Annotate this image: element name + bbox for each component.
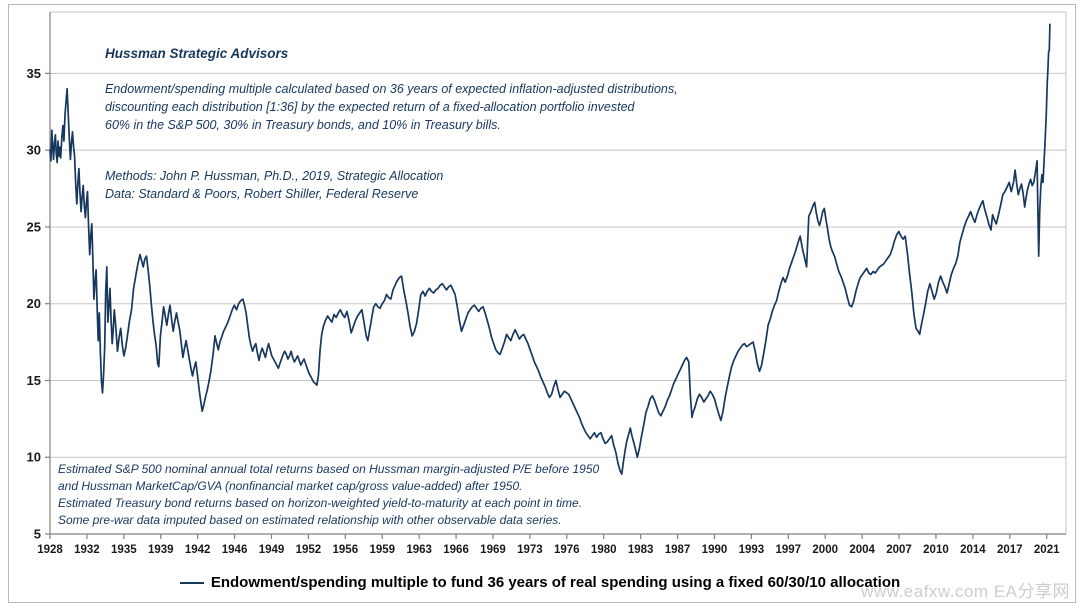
- x-tick-label: 2004: [849, 544, 875, 556]
- data-footnote: Estimated S&P 500 nominal annual total r…: [58, 461, 599, 529]
- methods-note: Methods: John P. Hussman, Ph.D., 2019, S…: [105, 167, 443, 203]
- footnote-line: and Hussman MarketCap/GVA (nonfinancial …: [58, 479, 523, 493]
- y-tick-label: 10: [27, 450, 41, 465]
- x-tick-label: 1928: [37, 544, 63, 556]
- x-tick-label: 1983: [628, 544, 654, 556]
- x-tick-label: 2014: [960, 544, 986, 556]
- x-tick-label: 1976: [554, 544, 580, 556]
- x-tick-label: 1949: [259, 544, 285, 556]
- x-tick-label: 1946: [222, 544, 248, 556]
- x-tick-label: 1939: [148, 544, 174, 556]
- description-line: Endowment/spending multiple calculated b…: [105, 82, 678, 96]
- x-tick-label: 1963: [406, 544, 432, 556]
- x-tick-label: 1956: [333, 544, 359, 556]
- legend-line-swatch: [179, 581, 204, 584]
- y-tick-label: 20: [27, 296, 41, 311]
- chart-description: Endowment/spending multiple calculated b…: [105, 80, 678, 134]
- y-tick-label: 15: [27, 373, 41, 388]
- x-tick-label: 1952: [296, 544, 322, 556]
- footnote-line: Some pre-war data imputed based on estim…: [58, 513, 562, 527]
- x-tick-label: 1993: [739, 544, 765, 556]
- watermark: www.eafxw.com EA分享网: [861, 582, 1070, 601]
- x-tick-label: 1990: [702, 544, 728, 556]
- x-tick-label: 1935: [111, 544, 137, 556]
- x-tick-label: 1942: [185, 544, 211, 556]
- x-tick-label: 1959: [369, 544, 395, 556]
- y-tick-label: 25: [27, 219, 41, 234]
- x-tick-label: 1980: [591, 544, 617, 556]
- methods-line: Data: Standard & Poors, Robert Shiller, …: [105, 187, 419, 201]
- x-tick-label: 1932: [74, 544, 100, 556]
- y-tick-label: 30: [27, 143, 41, 158]
- x-tick-label: 2000: [812, 544, 838, 556]
- x-tick-label: 2021: [1034, 544, 1060, 556]
- y-tick-label: 35: [27, 66, 41, 81]
- legend: Endowment/spending multiple to fund 36 y…: [0, 574, 1080, 591]
- x-tick-label: 1987: [665, 544, 691, 556]
- x-tick-label: 1973: [517, 544, 543, 556]
- y-tick-label: 5: [34, 527, 41, 542]
- description-line: 60% in the S&P 500, 30% in Treasury bond…: [105, 118, 501, 132]
- x-tick-label: 2007: [886, 544, 912, 556]
- legend-label: Endowment/spending multiple to fund 36 y…: [210, 574, 901, 591]
- methods-line: Methods: John P. Hussman, Ph.D., 2019, S…: [105, 169, 444, 183]
- footnote-line: Estimated Treasury bond returns based on…: [58, 496, 583, 510]
- x-tick-label: 2010: [923, 544, 949, 556]
- x-tick-label: 1997: [776, 544, 802, 556]
- footnote-line: Estimated S&P 500 nominal annual total r…: [58, 462, 600, 476]
- x-tick-label: 1966: [443, 544, 469, 556]
- x-tick-label: 1969: [480, 544, 506, 556]
- series-line: [49, 23, 1051, 475]
- x-tick-label: 2017: [997, 544, 1023, 556]
- brand-title: Hussman Strategic Advisors: [105, 46, 289, 61]
- description-line: discounting each distribution [1:36] by …: [105, 100, 635, 114]
